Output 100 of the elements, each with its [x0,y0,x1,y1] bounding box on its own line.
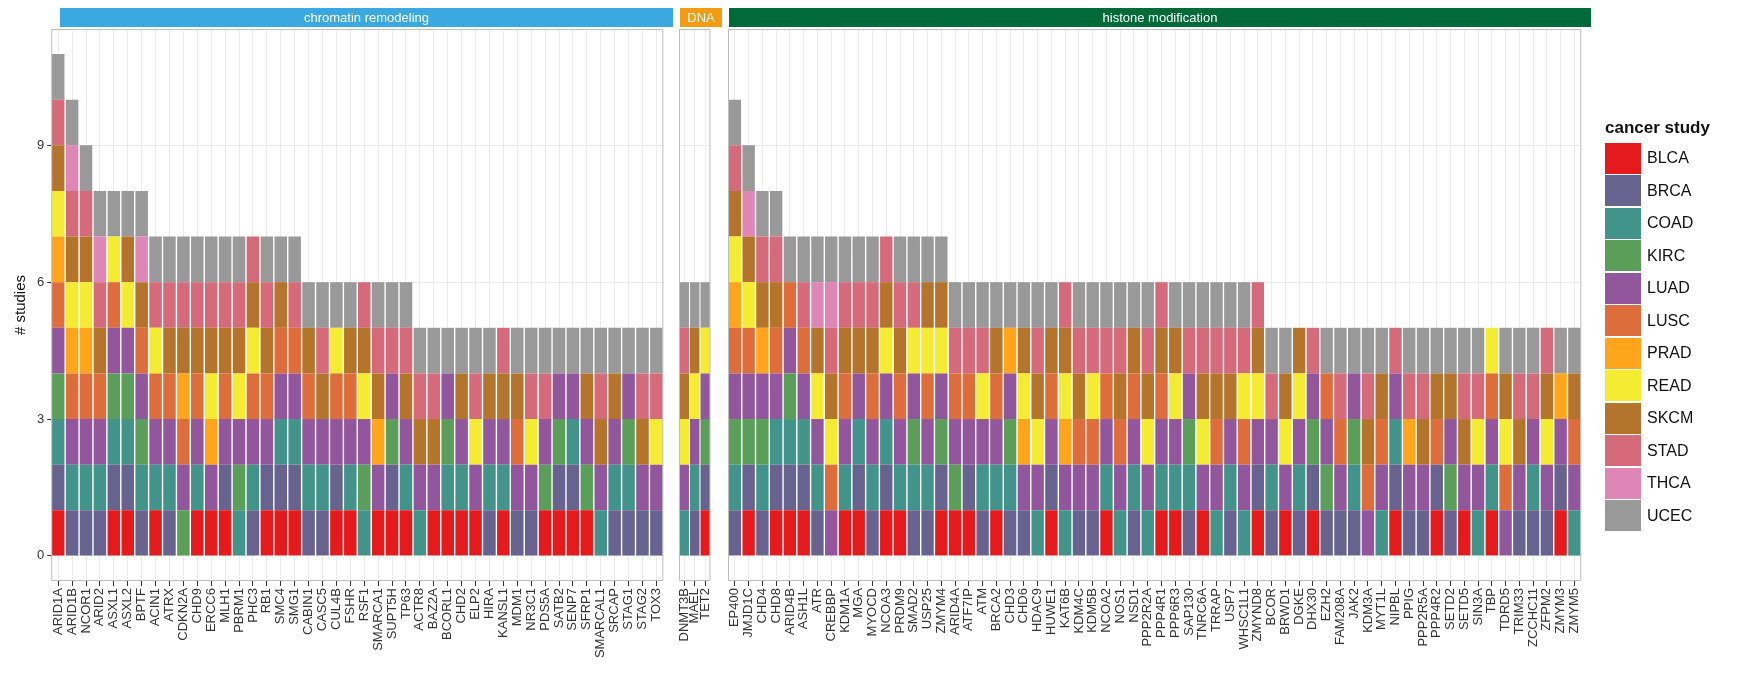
bar [1485,327,1499,374]
bar [1471,327,1485,374]
bar [756,510,769,556]
x-tick-label: SIN3A [1469,587,1485,626]
bar [880,236,893,283]
bar [742,190,755,237]
x-tick-label: MYT1L [1373,588,1389,630]
bar [1540,327,1554,374]
x-tick-label: RB1 [258,588,274,614]
bar [1334,464,1347,511]
bar [232,282,246,328]
bar [838,327,852,374]
bar [51,464,65,511]
bar [811,327,824,374]
x-tick-label: SMAD2 [905,588,921,633]
x-tick-label: PPP6R3 [1166,588,1182,638]
bar [594,464,607,511]
bar [1114,464,1127,511]
bar [330,327,343,374]
bar [232,236,246,283]
bar [413,373,427,420]
bar [218,327,232,374]
bar [79,373,93,420]
bar [1058,373,1072,420]
bar [679,327,689,374]
x-tick-label: MYOCD [864,588,880,637]
x-tick-label: HUWE1 [1043,588,1058,635]
legend-label: PRAD [1647,344,1692,362]
bar [371,373,385,420]
bar [399,282,413,328]
bar [742,236,755,283]
bar [1031,510,1044,556]
bar [79,419,93,465]
bar [1003,327,1017,374]
bar [552,510,566,556]
x-tick-label: DGKE [1290,587,1306,625]
legend-label: LUSC [1647,311,1690,330]
x-tick-label: CHD2 [453,588,469,624]
bar [1224,464,1237,511]
bar [594,419,607,465]
chart-title: histone modification [729,8,1591,27]
x-tick-label: SATB2 [550,588,566,629]
x-tick-label: NCOA3 [877,588,893,633]
x-tick-label: TNRC6A [1194,587,1210,641]
x-tick-label: MLH1 [216,588,232,623]
bar [566,419,580,465]
y-tick-label: 6 [37,273,45,289]
bar [246,419,260,465]
bar [1058,419,1072,465]
bar [1568,510,1581,556]
bar [483,510,496,556]
bar [316,327,329,374]
bar [866,464,879,511]
bar [1182,327,1196,374]
bar [608,419,621,465]
bar [1127,419,1141,465]
legend-label: BRCA [1647,181,1692,200]
bar [797,373,810,420]
bar [783,510,797,556]
bar [51,145,65,191]
bar [797,282,810,328]
bar [1416,373,1430,420]
bar [1100,419,1113,465]
bar [1444,419,1457,465]
bar [838,510,852,556]
bar [852,373,865,420]
bar [385,327,399,374]
bar [1540,373,1554,420]
bar [371,327,385,374]
bar [385,373,399,420]
x-tick-label: ACTR8 [411,588,427,631]
bar [948,464,962,511]
bar [1292,327,1306,374]
bar [135,373,148,420]
x-tick-label: DHX30 [1304,588,1320,630]
bar [608,373,621,420]
bar [274,282,288,328]
bar [538,510,552,556]
bar [866,510,879,556]
bar [1100,510,1113,556]
bar [580,464,594,511]
bar [1471,464,1485,511]
bar [538,373,552,420]
bar [769,419,783,465]
bar [1017,510,1031,556]
bar [1279,419,1292,465]
bar [690,464,700,511]
bar [65,327,79,374]
bar [893,373,907,420]
bar [1375,327,1388,374]
x-tick-label: NCOR1 [77,588,93,634]
bar [1114,419,1127,465]
bar [1237,419,1251,465]
x-tick-label: PPP2R2A [1139,587,1155,647]
x-tick-label: HIRA [481,587,497,620]
bar [246,236,260,283]
bar [728,99,742,146]
bar [413,510,427,556]
bar [455,373,468,420]
bar [218,419,232,465]
